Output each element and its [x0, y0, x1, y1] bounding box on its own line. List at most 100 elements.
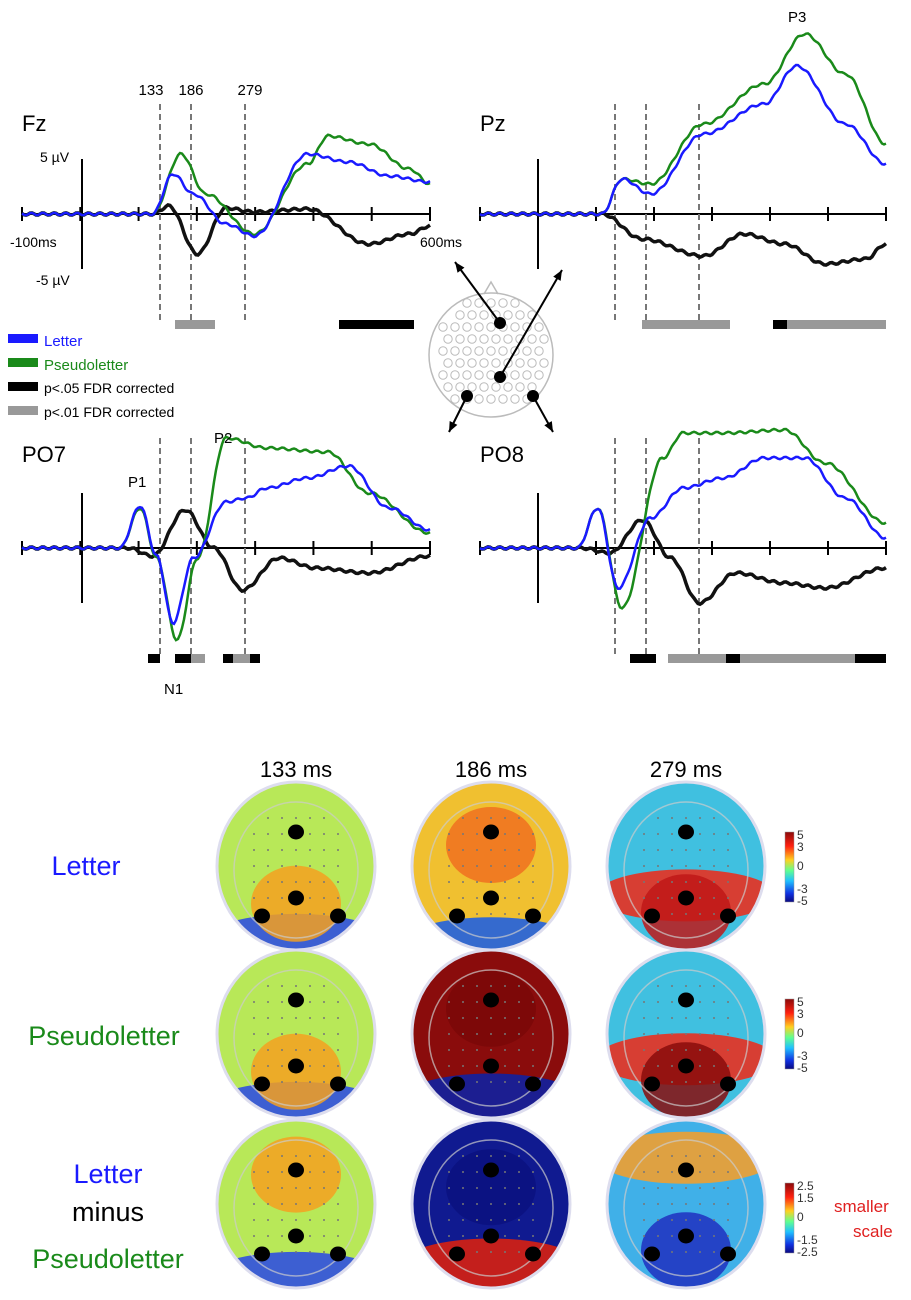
electrode-dot: [295, 1049, 297, 1051]
topo-map-r1-c0: [215, 948, 377, 1120]
topo-rim: [605, 948, 767, 1120]
arrow-po8-head: [544, 421, 553, 432]
electrode-dot: [295, 913, 297, 915]
electrode-dot: [281, 1203, 283, 1205]
electrode-dot: [281, 1001, 283, 1003]
electrode-dot: [657, 1001, 659, 1003]
selected-electrode: [449, 1076, 465, 1092]
electrode-dot: [713, 1065, 715, 1067]
colorbar-1: 53 0 -3-5: [784, 995, 808, 1075]
arrow-pz-head: [553, 270, 562, 281]
electrode-dot: [281, 913, 283, 915]
electrode-dot: [490, 865, 492, 867]
electrode-dot: [518, 1065, 520, 1067]
electrode-dot: [295, 1017, 297, 1019]
electrode-dot: [448, 1017, 450, 1019]
electrode-dot: [504, 1065, 506, 1067]
electrode-dot: [643, 881, 645, 883]
electrode-dot: [462, 1187, 464, 1189]
electrode: [479, 310, 489, 320]
peak-label-p1: P1: [128, 474, 146, 491]
electrode-dot: [476, 1155, 478, 1157]
electrode-dot: [490, 1081, 492, 1083]
topo-rim: [215, 948, 377, 1120]
electrode-dot: [281, 1065, 283, 1067]
head-outline: [233, 969, 359, 1107]
electrode-dot: [685, 1033, 687, 1035]
arrow-pz: [499, 269, 563, 378]
electrode-dot: [309, 1171, 311, 1173]
electrode-dot: [295, 849, 297, 851]
electrode-dot: [727, 1235, 729, 1237]
electrode-dot: [727, 833, 729, 835]
time-end-label: 600ms: [420, 234, 462, 250]
colorbar-gradient: [784, 831, 795, 903]
selected-electrode: [720, 908, 736, 924]
electrode-dot: [490, 817, 492, 819]
electrode: [462, 370, 472, 380]
electrode-dot: [309, 1187, 311, 1189]
electrode: [474, 346, 484, 356]
electrode-dot: [337, 849, 339, 851]
electrode-dot: [713, 1001, 715, 1003]
electrode-dot: [309, 881, 311, 883]
electrode-dot: [462, 897, 464, 899]
electrode-dot: [504, 1017, 506, 1019]
electrode-dot: [323, 985, 325, 987]
selected-electrode: [288, 824, 304, 840]
electrode-dot: [476, 1187, 478, 1189]
electrode-dot: [713, 1235, 715, 1237]
selected-electrode: [330, 1076, 346, 1092]
electrode: [498, 394, 508, 404]
smaller-scale-note-1: smaller: [834, 1197, 889, 1216]
electrode-dot: [323, 1251, 325, 1253]
erp-panel-po8: [479, 427, 887, 663]
electrode: [486, 370, 496, 380]
pseudoletter-wave: [21, 435, 431, 642]
electrode-dot: [323, 849, 325, 851]
electrode-dot: [476, 817, 478, 819]
electrode-dot: [657, 985, 659, 987]
letter-wave: [21, 463, 431, 626]
selected-electrode: [678, 824, 694, 840]
electrode-dot: [518, 881, 520, 883]
selected-electrode: [449, 1246, 465, 1262]
electrode: [467, 334, 477, 344]
electrode-dot: [699, 1235, 701, 1237]
electrode-dot: [253, 1203, 255, 1205]
electrode-dot: [518, 985, 520, 987]
legend-label-p05: p<.05 FDR corrected: [44, 380, 174, 396]
electrode-dot: [253, 833, 255, 835]
electrode: [534, 322, 544, 332]
electrode-dot: [504, 849, 506, 851]
electrode-dot: [713, 1017, 715, 1019]
electrode-dot: [671, 1187, 673, 1189]
electrode: [522, 370, 532, 380]
electrode: [462, 322, 472, 332]
electrode-dot: [671, 1065, 673, 1067]
electrode-dot: [295, 1033, 297, 1035]
electrode-dot: [323, 1017, 325, 1019]
electrode-dot: [713, 897, 715, 899]
electrode-dot: [713, 913, 715, 915]
electrode-dot: [476, 865, 478, 867]
electrode-dot: [685, 985, 687, 987]
electrode-dot: [448, 897, 450, 899]
selected-electrode: [288, 1228, 304, 1244]
electrode-dot: [727, 865, 729, 867]
electrode-dot: [337, 833, 339, 835]
electrode-dot: [685, 913, 687, 915]
colorbar-tick-label: -5: [797, 1061, 808, 1075]
electrode-dot: [323, 1049, 325, 1051]
electrode-dot: [323, 1065, 325, 1067]
electrode-dot: [476, 1219, 478, 1221]
electrode-dot: [337, 1017, 339, 1019]
electrode-dot: [504, 985, 506, 987]
electrode: [510, 322, 520, 332]
channel-label-po8: PO8: [480, 442, 524, 467]
electrode: [534, 346, 544, 356]
electrode-dot: [643, 1001, 645, 1003]
electrode: [438, 346, 448, 356]
electrode-dot: [267, 1187, 269, 1189]
electrode-dot: [490, 1049, 492, 1051]
